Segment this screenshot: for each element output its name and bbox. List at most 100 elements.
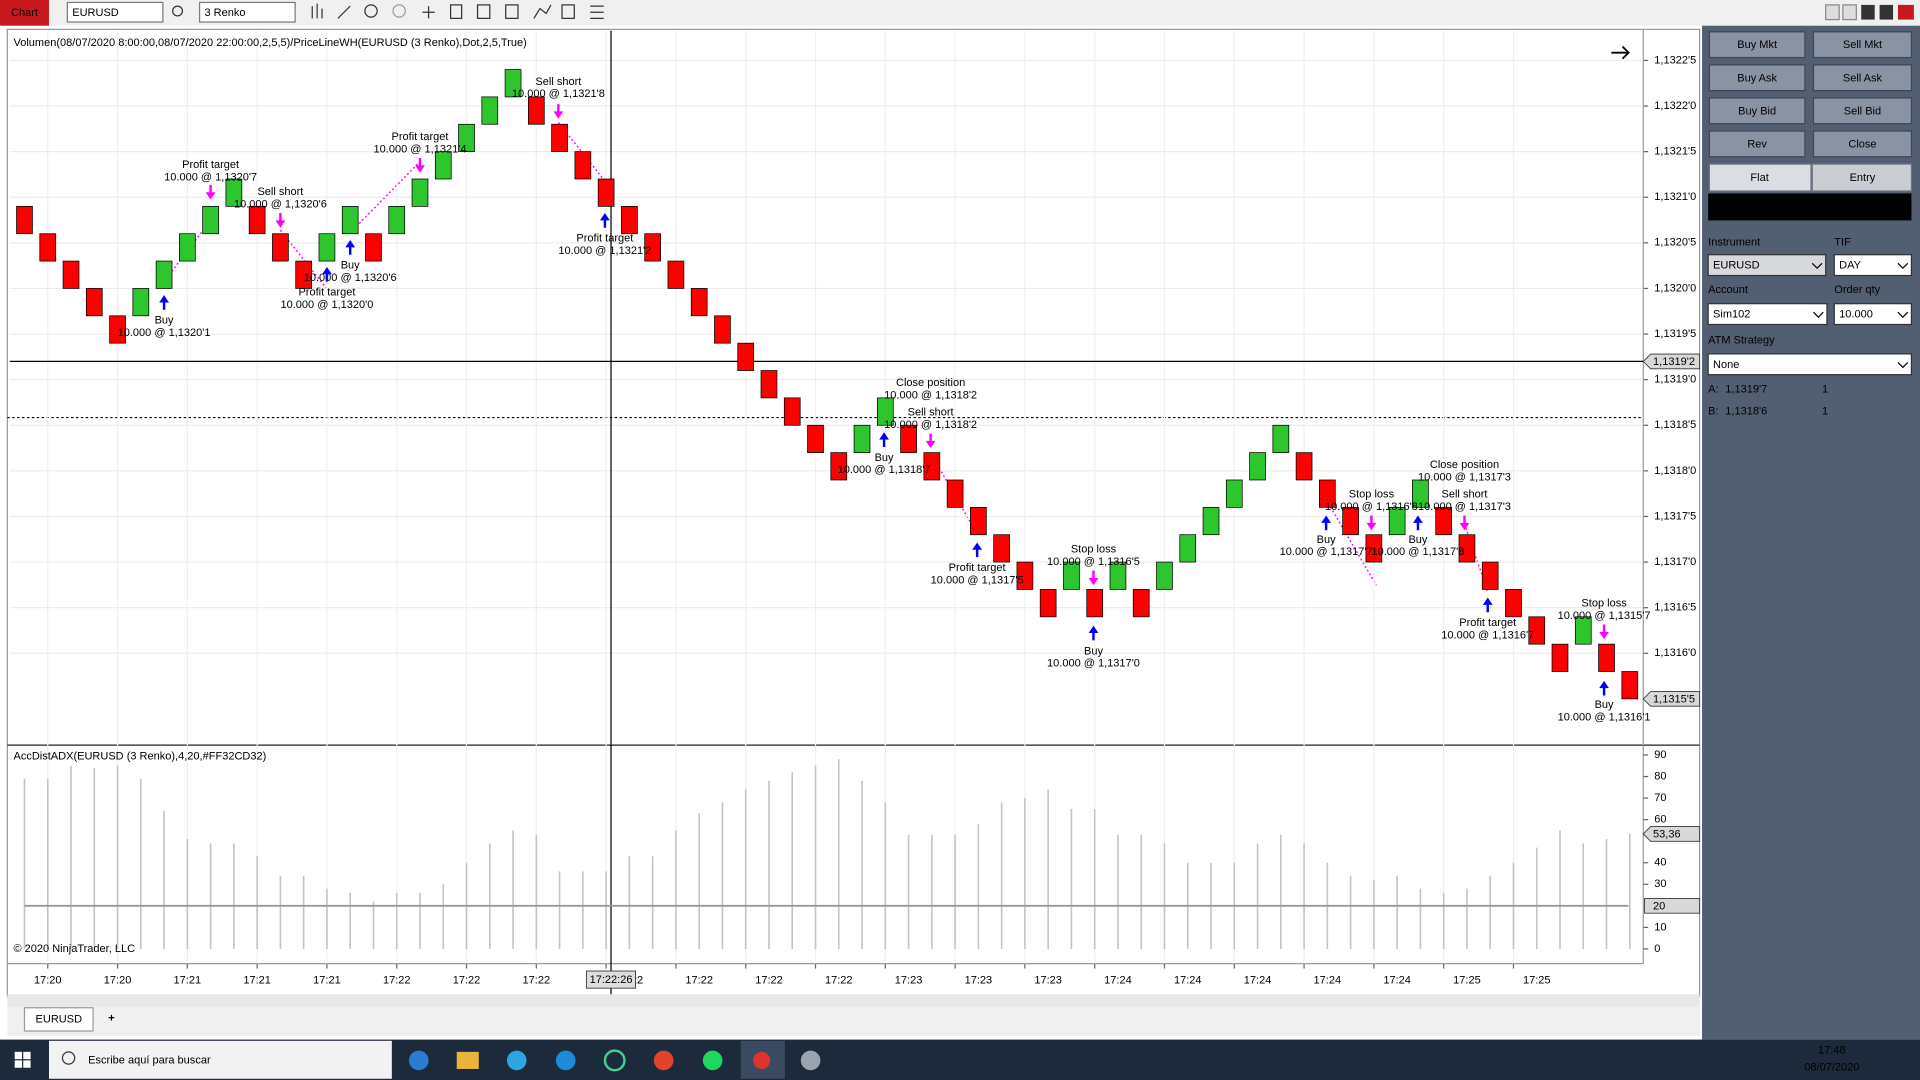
y-tick-label: 1,1316'0 [1654, 647, 1696, 659]
field-label: Account [1708, 284, 1748, 296]
copyright: © 2020 NinjaTrader, LLC [13, 943, 135, 955]
icon[interactable] [561, 4, 575, 19]
annotation-label: Stop loss [1071, 544, 1117, 556]
app-icon[interactable] [555, 1050, 576, 1071]
icon[interactable] [533, 4, 552, 19]
annotation-label: Close position [1430, 459, 1499, 471]
renko-brick [1225, 479, 1243, 508]
field-input[interactable] [1833, 303, 1913, 326]
annotation-label: Buy [1084, 645, 1103, 657]
renko-brick [807, 424, 824, 453]
last-price-label: 1,1315'5 [1653, 693, 1695, 705]
renko-brick [1179, 534, 1197, 563]
order-button[interactable] [1812, 130, 1913, 158]
toolbar [0, 0, 1920, 26]
app-icon[interactable] [800, 1050, 821, 1071]
icon[interactable] [422, 6, 435, 19]
annotation-detail: 10.000 @ 1,1321'8 [512, 88, 605, 100]
x-tick-label: 17:25 [1523, 975, 1551, 987]
renko-brick [1365, 534, 1383, 563]
y-tick-label: 1,1321'5 [1654, 146, 1696, 158]
icon[interactable] [337, 5, 351, 19]
window-tab [0, 0, 49, 26]
y-tick-label: 90 [1654, 749, 1666, 761]
add-tab: + [108, 1013, 114, 1025]
trade-line [1463, 523, 1489, 592]
app-icon[interactable] [506, 1050, 527, 1071]
field-input[interactable] [1707, 303, 1828, 326]
indicator-title: Volumen(08/07/2020 8:00:00,08/07/2020 22… [13, 37, 526, 49]
order-button[interactable] [1812, 31, 1913, 59]
annotation-label: Buy [341, 260, 360, 272]
search-icon[interactable] [172, 5, 184, 17]
buy-arrow [1482, 597, 1493, 613]
order-button[interactable] [1708, 31, 1806, 59]
taskbar-apps [408, 1040, 821, 1079]
icon[interactable] [311, 3, 323, 19]
annotation-detail: 10.000 @ 1,1320'1 [118, 327, 211, 339]
annotation-label: Profit target [182, 159, 239, 171]
icon[interactable] [392, 4, 406, 18]
field-input[interactable] [1707, 254, 1827, 277]
control[interactable] [1879, 4, 1894, 20]
control[interactable] [1825, 4, 1840, 21]
icon[interactable] [364, 4, 378, 18]
annotation-label: Sell short [908, 407, 954, 419]
renko-brick [1295, 452, 1313, 481]
renko-brick [1458, 534, 1476, 563]
panel-tab[interactable] [1811, 163, 1913, 192]
icon[interactable] [505, 4, 519, 19]
renko-brick [1435, 506, 1452, 536]
instrument-value: EURUSD [72, 7, 119, 19]
logo-part [23, 1051, 31, 1060]
bar-type-select[interactable] [198, 1, 296, 23]
annotation-label: Profit target [949, 562, 1006, 574]
app-icon[interactable] [653, 1050, 674, 1071]
annotation-label: Sell short [257, 186, 303, 198]
control[interactable] [1861, 4, 1875, 20]
annotation-label: Buy [1317, 534, 1336, 546]
last-value-label: 53,36 [1653, 828, 1681, 840]
order-button-label: Sell Bid [1844, 105, 1881, 117]
renko-brick [690, 288, 708, 317]
y-tick-label: 0 [1654, 943, 1660, 955]
app-icon[interactable] [603, 1049, 626, 1072]
search-box[interactable] [48, 1040, 392, 1079]
quote-text: 1 [1822, 405, 1828, 417]
panel-tab[interactable] [1708, 163, 1812, 192]
field-value: None [1713, 359, 1739, 371]
order-button [1708, 64, 1806, 92]
icon[interactable] [590, 5, 604, 19]
order-button[interactable] [1812, 64, 1913, 92]
dropdown-arrow [1897, 262, 1909, 270]
control[interactable] [1842, 4, 1857, 21]
y-tick-label: 40 [1654, 857, 1666, 869]
close-control[interactable] [1897, 4, 1914, 20]
scroll-arrow[interactable] [1611, 45, 1630, 60]
crosshair-time-box [586, 970, 636, 989]
renko-brick [39, 233, 57, 262]
annotation-detail: 10.000 @ 1,1317'5 [931, 574, 1024, 586]
renko-brick [1621, 671, 1639, 700]
order-button[interactable] [1708, 130, 1806, 158]
renko-brick [1598, 643, 1615, 672]
scrollbar[interactable] [7, 994, 1700, 1007]
icon[interactable] [450, 4, 463, 19]
app-icon[interactable] [408, 1050, 429, 1071]
annotation-detail: 10.000 @ 1,1318'2 [884, 389, 977, 401]
order-button[interactable] [1708, 97, 1806, 125]
dropdown-arrow [1811, 262, 1823, 270]
buy-arrow [1413, 515, 1423, 531]
start-button[interactable] [14, 1051, 31, 1068]
app-icon[interactable] [456, 1051, 479, 1069]
instrument-select[interactable] [66, 1, 164, 23]
bottom-tab[interactable] [23, 1007, 94, 1032]
annotation-detail: 10.000 @ 1,1321'4 [374, 143, 467, 155]
search-placeholder: Escribe aquí para buscar [88, 1054, 211, 1066]
field-input[interactable] [1707, 353, 1913, 376]
app-icon[interactable] [702, 1050, 723, 1071]
quote-text: 1 [1822, 383, 1828, 395]
crosshair-time: 17:22:26 [590, 974, 633, 986]
icon[interactable] [476, 4, 491, 19]
field-input[interactable] [1833, 254, 1913, 277]
